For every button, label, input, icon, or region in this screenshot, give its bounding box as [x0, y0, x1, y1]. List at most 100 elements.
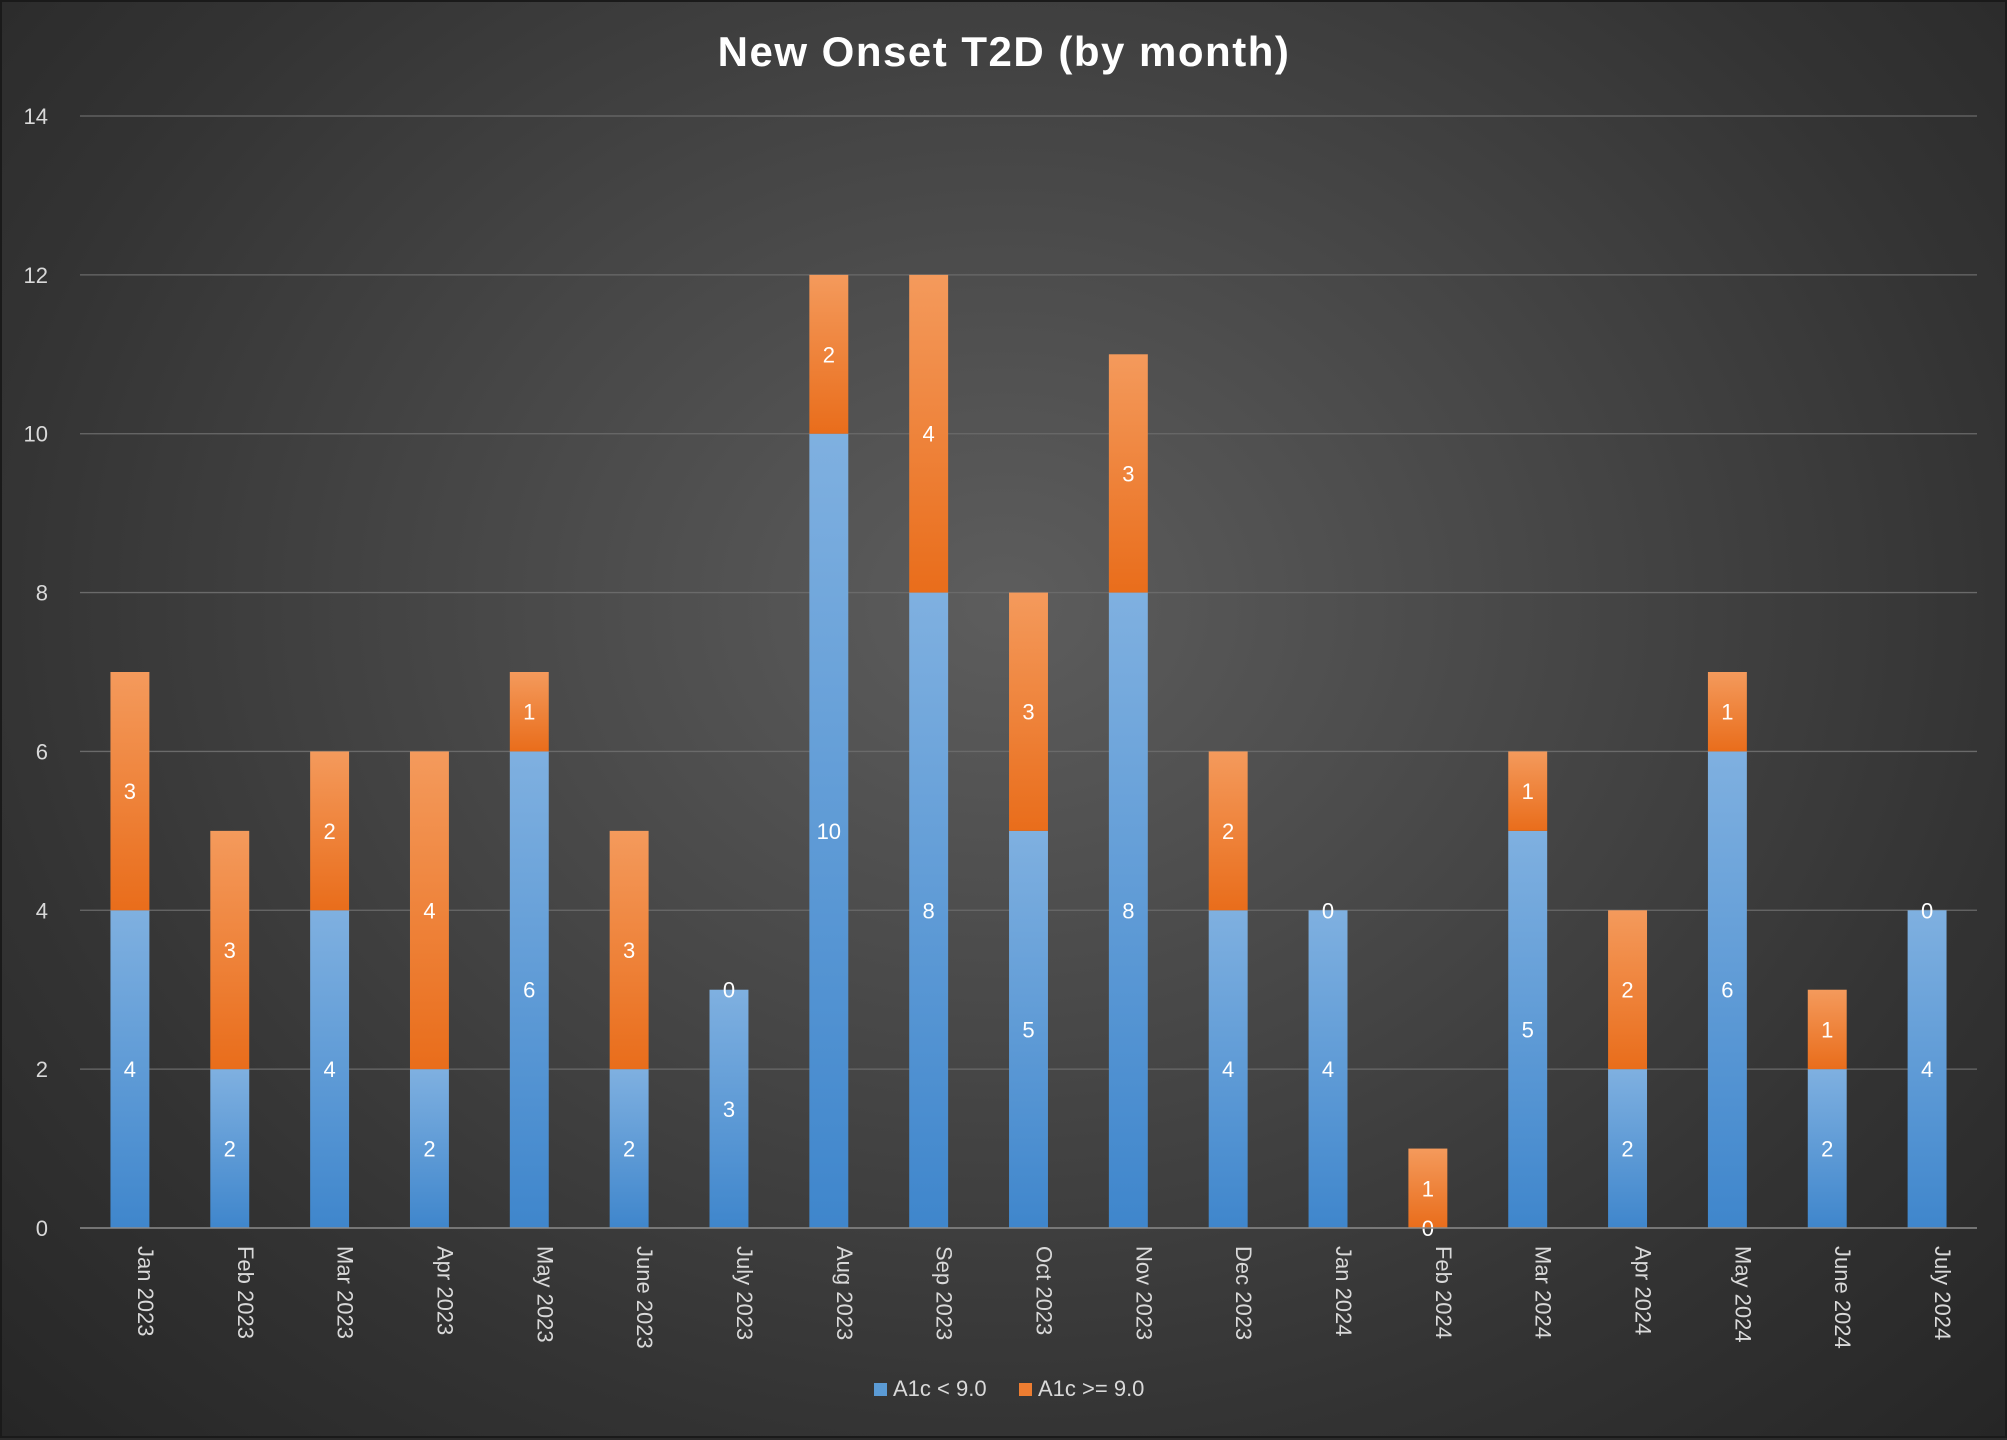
- bar-a1c-9-or-over: [809, 274, 849, 434]
- x-tick-label: Mar 2024: [1531, 1246, 1556, 1339]
- y-tick-label: 6: [36, 739, 48, 764]
- bar-a1c-under-9: [1508, 830, 1548, 1228]
- bar-a1c-9-or-over: [210, 830, 250, 1070]
- data-label: 6: [1721, 978, 1733, 1003]
- x-tick-label: Sep 2023: [932, 1246, 957, 1340]
- data-label: 2: [1821, 1137, 1833, 1162]
- data-label: 3: [124, 779, 136, 804]
- bar-a1c-under-9: [1009, 830, 1048, 1228]
- x-tick-label: Feb 2024: [1431, 1246, 1456, 1339]
- data-label: 3: [723, 1097, 735, 1122]
- bar-a1c-under-9: [409, 1069, 449, 1228]
- data-label: 4: [923, 422, 935, 447]
- x-tick-label: July 2023: [732, 1246, 757, 1340]
- bar-a1c-under-9: [1308, 910, 1348, 1228]
- data-label: 2: [1222, 819, 1234, 844]
- x-tick-label: May 2024: [1730, 1246, 1755, 1343]
- data-label: 4: [423, 898, 435, 923]
- data-label: 4: [1222, 1057, 1234, 1082]
- bar-a1c-9-or-over: [1208, 751, 1248, 911]
- data-label: 5: [1522, 1017, 1534, 1042]
- data-label: 1: [1821, 1017, 1833, 1042]
- data-label: 1: [1522, 779, 1534, 804]
- y-tick-label: 14: [24, 104, 48, 129]
- data-label: 0: [1921, 898, 1933, 923]
- x-tick-label: May 2023: [532, 1246, 557, 1343]
- data-label: 3: [623, 938, 635, 963]
- x-tick-label: Aug 2023: [832, 1246, 857, 1340]
- data-label: 4: [124, 1057, 136, 1082]
- bar-a1c-9-or-over: [1108, 354, 1148, 593]
- bar-a1c-under-9: [809, 433, 849, 1228]
- data-label: 2: [224, 1137, 236, 1162]
- bar-a1c-9-or-over: [509, 672, 549, 752]
- bar-a1c-under-9: [609, 1069, 649, 1228]
- bar-a1c-under-9: [1208, 910, 1248, 1228]
- data-label: 2: [623, 1137, 635, 1162]
- legend-swatch: [1019, 1383, 1032, 1396]
- bar-a1c-9-or-over: [1408, 1148, 1448, 1228]
- bar-a1c-9-or-over: [1508, 751, 1548, 831]
- data-label: 5: [1022, 1017, 1034, 1042]
- data-label: 0: [1322, 898, 1334, 923]
- data-label: 2: [1621, 978, 1633, 1003]
- data-label: 0: [723, 978, 735, 1003]
- bar-a1c-under-9: [909, 592, 949, 1228]
- y-axis: 0 2 4 6 8 10 12 14: [24, 104, 48, 1241]
- bar-a1c-9-or-over: [310, 751, 350, 911]
- data-label: 2: [423, 1137, 435, 1162]
- bar-a1c-9-or-over: [909, 274, 949, 593]
- bar-a1c-under-9: [1707, 751, 1747, 1228]
- data-label: 4: [323, 1057, 335, 1082]
- bar-a1c-under-9: [110, 910, 150, 1228]
- bar-a1c-9-or-over: [1608, 910, 1648, 1070]
- x-tick-label: July 2024: [1930, 1246, 1955, 1340]
- bar-a1c-under-9: [509, 751, 549, 1228]
- data-label: 2: [1621, 1137, 1633, 1162]
- data-label: 6: [523, 978, 535, 1003]
- data-label: 3: [1022, 700, 1034, 725]
- data-label: 8: [923, 898, 935, 923]
- bar-a1c-9-or-over: [409, 751, 449, 1070]
- x-tick-label: Nov 2023: [1131, 1246, 1156, 1340]
- legend-swatch: [874, 1383, 887, 1396]
- bar-a1c-9-or-over: [1009, 592, 1048, 831]
- bar-a1c-under-9: [1807, 1069, 1847, 1228]
- data-label: 10: [817, 819, 841, 844]
- bar-a1c-under-9: [210, 1069, 250, 1228]
- y-tick-label: 2: [36, 1057, 48, 1082]
- legend-label: A1c < 9.0: [893, 1376, 987, 1401]
- x-tick-label: Jan 2024: [1331, 1246, 1356, 1337]
- data-label: 4: [1322, 1057, 1334, 1082]
- data-label: 1: [523, 700, 535, 725]
- y-tick-label: 12: [24, 263, 48, 288]
- x-tick-label: Apr 2024: [1631, 1246, 1656, 1335]
- data-label: 2: [323, 819, 335, 844]
- bars: [110, 274, 1947, 1228]
- bar-a1c-9-or-over: [1807, 989, 1847, 1070]
- x-axis: Jan 2023 Feb 2023 Mar 2023 Apr 2023 May 2023…: [80, 1227, 1977, 1349]
- x-tick-label: June 2024: [1830, 1246, 1855, 1349]
- x-tick-label: Jan 2023: [133, 1246, 158, 1337]
- y-tick-label: 10: [24, 422, 48, 447]
- bar-a1c-under-9: [310, 910, 350, 1228]
- x-tick-label: Apr 2023: [432, 1246, 457, 1335]
- data-label: 8: [1122, 898, 1134, 923]
- bar-a1c-under-9: [1907, 910, 1947, 1228]
- chart-title: New Onset T2D (by month): [718, 28, 1291, 75]
- data-label: 3: [224, 938, 236, 963]
- data-label: 4: [1921, 1057, 1933, 1082]
- x-tick-label: Mar 2023: [333, 1246, 358, 1339]
- y-tick-label: 0: [36, 1216, 48, 1241]
- data-label: 1: [1422, 1176, 1434, 1201]
- y-tick-label: 8: [36, 581, 48, 606]
- bar-a1c-9-or-over: [609, 830, 649, 1070]
- x-tick-label: Dec 2023: [1231, 1246, 1256, 1340]
- legend-label: A1c >= 9.0: [1038, 1376, 1144, 1401]
- bar-a1c-under-9: [1608, 1069, 1648, 1228]
- bar-a1c-9-or-over: [110, 672, 150, 911]
- data-label: 2: [823, 342, 835, 367]
